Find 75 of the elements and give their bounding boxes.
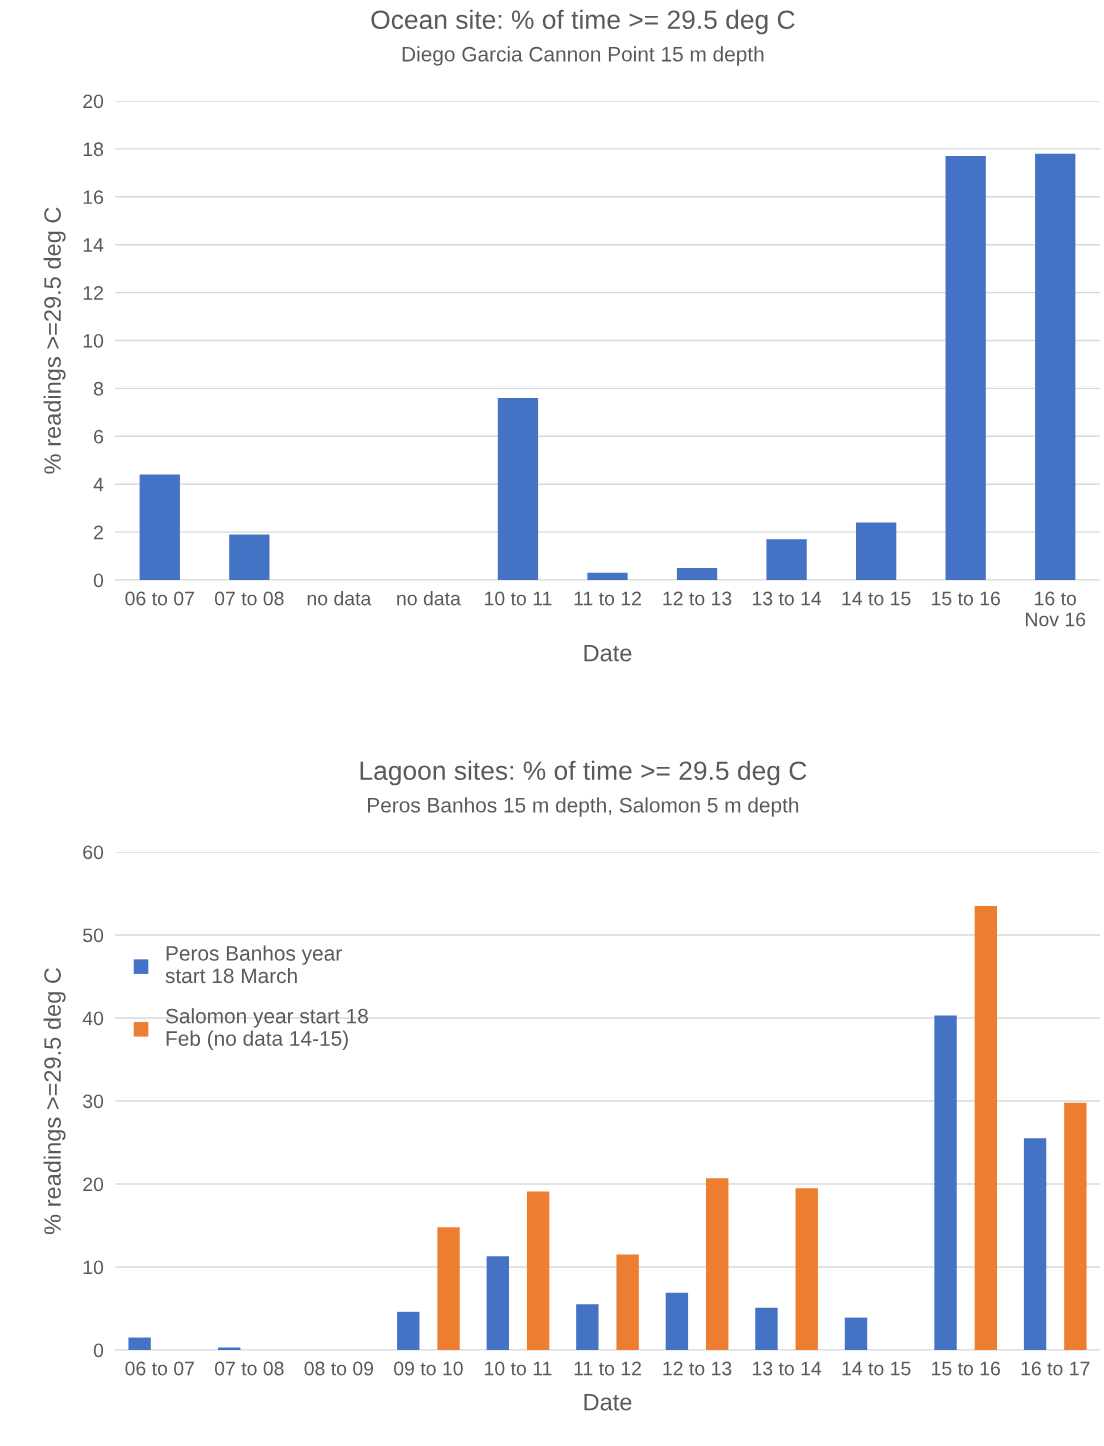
x-tick-label: 07 to 08 — [214, 591, 284, 606]
bar — [934, 1015, 957, 1350]
bar — [706, 1178, 729, 1350]
chart-subtitle: Diego Garcia Cannon Point 15 m depth — [402, 46, 764, 66]
y-axis-title: % readings >=29.5 deg C — [43, 968, 66, 1235]
bar — [844, 1317, 868, 1350]
x-tick-label: 06 to 07 — [125, 591, 194, 606]
y-tick-label: 12 — [83, 286, 103, 300]
bar — [437, 1227, 460, 1350]
legend-label: Salomon year start 18 Feb (no data 14-15) — [165, 1008, 368, 1050]
bar — [486, 1256, 509, 1350]
chart-title: Lagoon sites: % of time >= 29.5 deg C — [360, 760, 807, 786]
y-tick-label: 14 — [83, 238, 104, 252]
x-tick-label: no data — [307, 591, 372, 606]
bar — [397, 1311, 420, 1350]
x-tick-label: 13 to 14 — [752, 1361, 822, 1376]
y-tick-label: 30 — [83, 1094, 104, 1109]
bar — [1035, 153, 1076, 580]
x-axis-title: Date — [584, 644, 632, 662]
bar — [676, 568, 718, 580]
y-tick-label: 0 — [93, 1343, 104, 1358]
x-tick-label: 16 to 17 — [1021, 1361, 1090, 1376]
bar — [616, 1254, 639, 1350]
x-tick-label: 12 to 13 — [663, 591, 732, 606]
x-tick-label: 06 to 07 — [125, 1361, 194, 1376]
bar — [229, 534, 270, 580]
y-tick-label: 4 — [93, 477, 104, 492]
bar — [795, 1188, 818, 1350]
bar — [576, 1304, 599, 1350]
x-tick-label: 15 to 16 — [932, 1361, 1000, 1376]
x-tick-label: 10 to 11 — [485, 1361, 552, 1376]
x-tick-label: 11 to 12 — [574, 1361, 641, 1376]
y-tick-label: 60 — [83, 845, 104, 860]
y-tick-label: 18 — [83, 142, 104, 157]
legend-label: Peros Banhos year start 18 March — [165, 945, 342, 984]
y-axis-title: % readings >=29.5 deg C — [43, 207, 66, 474]
bar — [766, 539, 807, 580]
chart-subtitle: Peros Banhos 15 m depth, Salomon 5 m depth — [368, 797, 799, 817]
y-tick-label: 16 — [83, 190, 104, 205]
y-tick-label: 2 — [94, 525, 103, 540]
y-tick-label: 10 — [83, 333, 104, 348]
x-tick-label: 15 to 16 — [932, 591, 1000, 606]
y-tick-label: 6 — [94, 429, 104, 444]
y-tick-label: 40 — [82, 1011, 104, 1026]
y-tick-label: 8 — [93, 381, 104, 396]
x-tick-label: 11 to 12 — [574, 591, 641, 606]
bar — [665, 1292, 689, 1350]
y-tick-label: 0 — [93, 573, 104, 588]
x-axis-title: Date — [584, 1393, 632, 1411]
bar — [587, 572, 628, 580]
x-tick-label: 10 to 11 — [485, 591, 552, 606]
y-tick-label: 20 — [83, 1177, 104, 1192]
chart-title: Ocean site: % of time >= 29.5 deg C — [371, 9, 795, 35]
x-tick-label: 14 to 15 — [842, 1361, 911, 1376]
bar — [855, 522, 897, 580]
bar — [526, 1191, 550, 1350]
bar — [128, 1337, 151, 1350]
bar — [945, 156, 986, 580]
y-tick-label: 50 — [83, 928, 104, 943]
x-tick-label: 07 to 08 — [214, 1361, 284, 1376]
bar — [139, 474, 180, 580]
x-tick-label: 09 to 10 — [394, 1361, 463, 1376]
bar — [1023, 1138, 1047, 1350]
bar — [755, 1307, 778, 1350]
y-tick-label: 20 — [83, 94, 104, 109]
x-tick-label: 12 to 13 — [663, 1361, 732, 1376]
bar — [497, 397, 539, 580]
x-tick-label: no data — [397, 591, 461, 606]
bar — [1064, 1102, 1087, 1350]
x-tick-label: 08 to 09 — [304, 1361, 374, 1376]
x-tick-label: 14 to 15 — [842, 591, 911, 606]
x-tick-label: 13 to 14 — [752, 591, 822, 606]
y-tick-label: 10 — [83, 1260, 104, 1275]
bar — [974, 905, 998, 1350]
x-tick-label: 16 to Nov 16 — [1026, 591, 1086, 627]
